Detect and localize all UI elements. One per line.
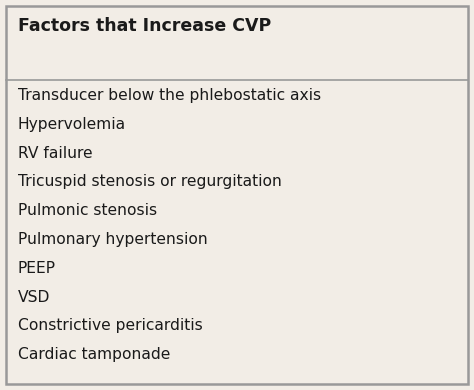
- Text: Tricuspid stenosis or regurgitation: Tricuspid stenosis or regurgitation: [18, 174, 282, 190]
- FancyBboxPatch shape: [6, 6, 468, 384]
- Text: Transducer below the phlebostatic axis: Transducer below the phlebostatic axis: [18, 88, 321, 103]
- Text: RV failure: RV failure: [18, 145, 92, 161]
- Text: PEEP: PEEP: [18, 261, 56, 276]
- Text: Pulmonary hypertension: Pulmonary hypertension: [18, 232, 208, 247]
- Text: Pulmonic stenosis: Pulmonic stenosis: [18, 203, 157, 218]
- Text: Constrictive pericarditis: Constrictive pericarditis: [18, 318, 203, 333]
- Text: Hypervolemia: Hypervolemia: [18, 117, 126, 132]
- Text: VSD: VSD: [18, 290, 50, 305]
- Text: Factors that Increase CVP: Factors that Increase CVP: [18, 17, 271, 35]
- Text: Cardiac tamponade: Cardiac tamponade: [18, 347, 170, 362]
